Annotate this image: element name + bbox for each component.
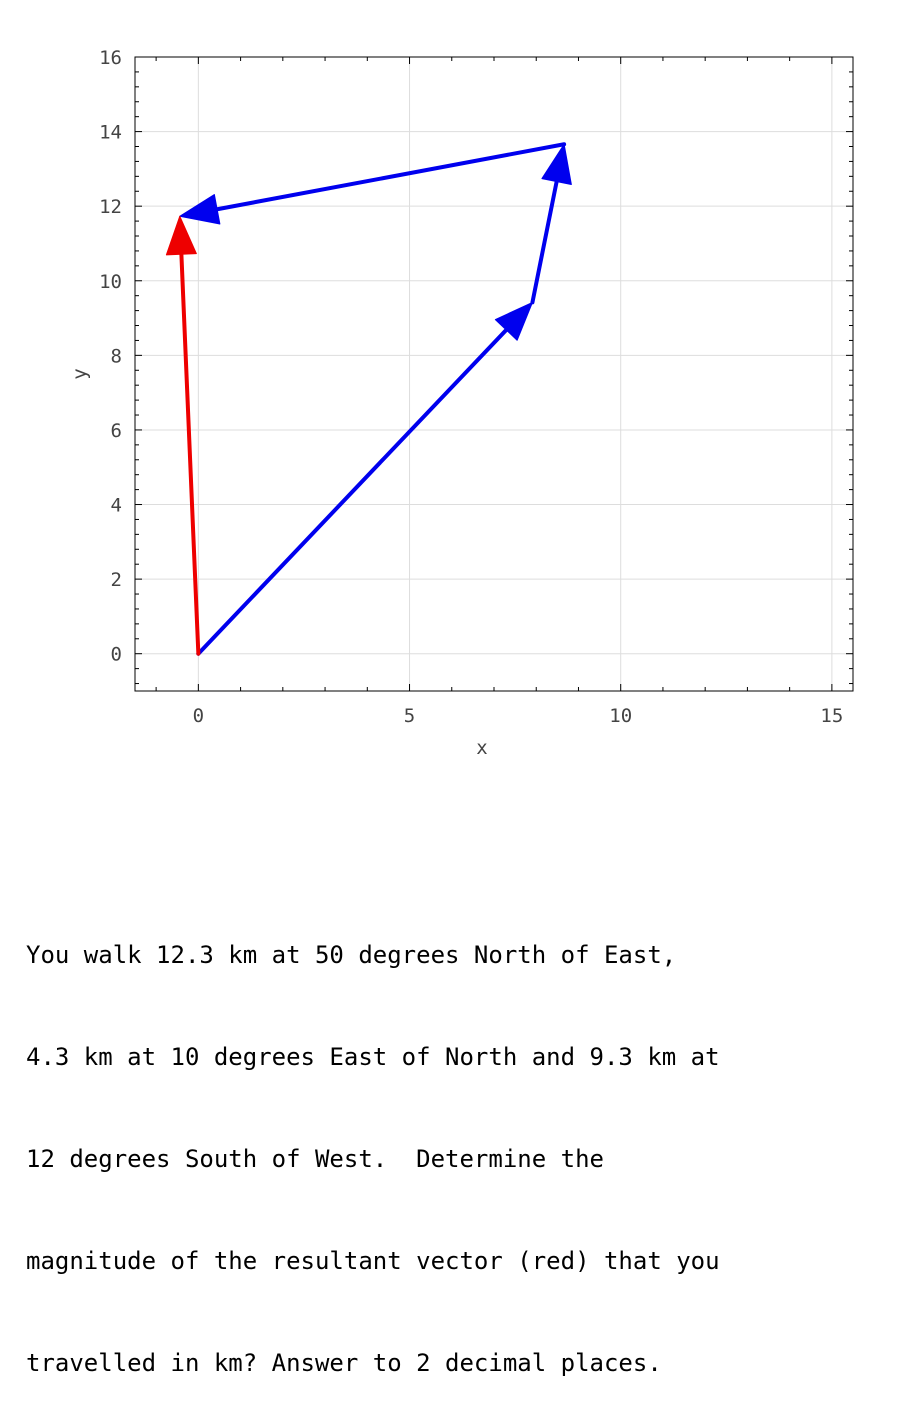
question-line: 4.3 km at 10 degrees East of North and 9…: [26, 1043, 720, 1071]
vectors: [165, 142, 572, 656]
y-tick-label: 14: [99, 122, 122, 144]
tick-labels: 0 5 10 15 0 2 4 6 8 10 12 14 16: [99, 47, 843, 727]
path-vector: [196, 301, 533, 656]
y-tick-label: 6: [111, 420, 122, 442]
plot-frame: [134, 56, 854, 692]
y-tick-label: 4: [111, 495, 122, 517]
x-tick-label: 10: [609, 705, 632, 727]
y-tick-label: 16: [99, 47, 122, 69]
x-axis-label: x: [476, 737, 487, 759]
y-tick-label: 8: [111, 345, 122, 367]
y-tick-label: 0: [111, 644, 122, 666]
path-vector-head: [494, 301, 533, 341]
y-tick-label: 10: [99, 271, 122, 293]
path-vector-shaft: [530, 175, 560, 305]
x-tick-label: 0: [193, 705, 204, 727]
path-vector: [179, 142, 567, 225]
question-line: You walk 12.3 km at 50 degrees North of …: [26, 941, 677, 969]
path-vector-shaft: [196, 325, 512, 656]
x-tick-label: 15: [820, 705, 843, 727]
question-text: You walk 12.3 km at 50 degrees North of …: [26, 870, 886, 1414]
question-line: magnitude of the resultant vector (red) …: [26, 1247, 720, 1275]
resultant-vector: [165, 215, 201, 656]
question-line: 12 degrees South of West. Determine the: [26, 1145, 604, 1173]
y-tick-label: 12: [99, 196, 122, 218]
major-ticks: [135, 56, 853, 691]
x-tick-label: 5: [404, 705, 415, 727]
question-line: travelled in km? Answer to 2 decimal pla…: [26, 1349, 662, 1377]
y-axis-label: y: [69, 368, 91, 379]
vector-plot: 0 5 10 15 0 2 4 6 8 10 12 14 16 x y: [69, 47, 854, 759]
path-vector-head: [179, 194, 221, 225]
path-vector-head: [541, 143, 572, 185]
grid-lines: [135, 57, 853, 691]
resultant-vector-shaft: [179, 248, 201, 656]
path-vector-shaft: [211, 142, 567, 212]
resultant-vector-head: [165, 215, 197, 256]
minor-ticks: [135, 57, 853, 691]
y-tick-label: 2: [111, 569, 122, 591]
path-vector: [530, 143, 572, 305]
